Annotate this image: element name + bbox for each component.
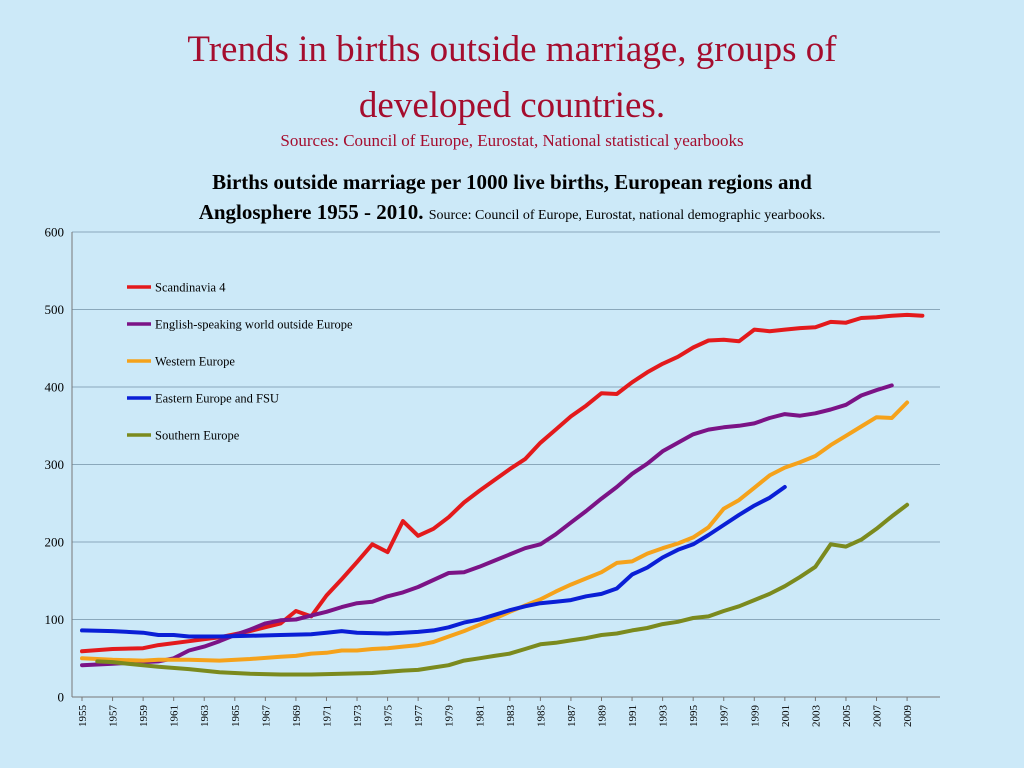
x-tick-label-2005: 2005	[841, 705, 853, 728]
x-tick-label-1965: 1965	[230, 705, 242, 728]
legend-label-english-speaking-world-outside-europe: English-speaking world outside Europe	[155, 318, 353, 332]
chart-title-source: Source: Council of Europe, Eurostat, nat…	[428, 208, 826, 223]
chart-title-line2: Anglosphere 1955 - 2010.	[198, 200, 424, 224]
x-tick-label-1981: 1981	[474, 705, 486, 727]
chart-title-line1: Births outside marriage per 1000 live bi…	[212, 170, 812, 194]
legend-label-scandinavia-4: Scandinavia 4	[155, 281, 226, 295]
x-tick-label-1961: 1961	[169, 705, 181, 727]
x-tick-label-2009: 2009	[902, 705, 914, 728]
y-tick-label-600: 600	[45, 225, 65, 240]
y-tick-label-500: 500	[45, 302, 65, 317]
slide-sources: Sources: Council of Europe, Eurostat, Na…	[280, 131, 744, 150]
series-line-western-europe	[80, 400, 910, 663]
series-line-scandinavia-4	[80, 312, 925, 654]
series-line-eastern-europe-and-fsu	[80, 485, 787, 639]
x-tick-label-1989: 1989	[596, 705, 608, 728]
x-tick-label-1971: 1971	[321, 705, 333, 727]
slide-title-line1: Trends in births outside marriage, group…	[187, 29, 837, 70]
x-tick-label-2007: 2007	[872, 705, 884, 728]
x-tick-label-1987: 1987	[566, 705, 578, 728]
legend-label-western-europe: Western Europe	[155, 355, 235, 369]
x-tick-label-1973: 1973	[352, 705, 364, 728]
x-tick-label-1997: 1997	[719, 705, 731, 728]
slide-title-line2: developed countries.	[358, 85, 666, 126]
legend-label-southern-europe: Southern Europe	[155, 429, 240, 443]
y-tick-label-0: 0	[58, 690, 65, 705]
series-line-southern-europe	[95, 502, 910, 677]
x-tick-label-1963: 1963	[199, 705, 211, 728]
x-tick-label-1977: 1977	[413, 705, 425, 728]
x-tick-label-1959: 1959	[138, 705, 150, 728]
y-tick-label-100: 100	[45, 612, 65, 627]
chart-title-line2-wrap: Anglosphere 1955 - 2010. Source: Council…	[0, 197, 1024, 231]
y-tick-label-200: 200	[45, 535, 65, 550]
x-tick-label-1955: 1955	[77, 705, 89, 728]
y-tick-label-400: 400	[45, 380, 65, 395]
x-tick-label-1991: 1991	[627, 705, 639, 727]
x-tick-label-2003: 2003	[810, 705, 822, 728]
slide-title: Trends in births outside marriage, group…	[0, 22, 1024, 134]
y-tick-label-300: 300	[45, 457, 65, 472]
x-tick-label-1975: 1975	[383, 705, 395, 728]
legend-label-eastern-europe-and-fsu: Eastern Europe and FSU	[155, 392, 279, 406]
x-tick-label-2001: 2001	[780, 705, 792, 727]
x-tick-label-1995: 1995	[688, 705, 700, 728]
series-line-english-speaking-world-outside-europe	[80, 383, 894, 668]
x-tick-label-1979: 1979	[444, 705, 456, 728]
chart-title: Births outside marriage per 1000 live bi…	[0, 167, 1024, 231]
x-tick-label-1993: 1993	[658, 705, 670, 728]
x-tick-label-1957: 1957	[108, 705, 120, 728]
x-tick-label-1983: 1983	[505, 705, 517, 728]
x-tick-label-1999: 1999	[749, 705, 761, 728]
x-tick-label-1967: 1967	[260, 705, 272, 728]
x-tick-label-1985: 1985	[535, 705, 547, 728]
x-tick-label-1969: 1969	[291, 705, 303, 728]
